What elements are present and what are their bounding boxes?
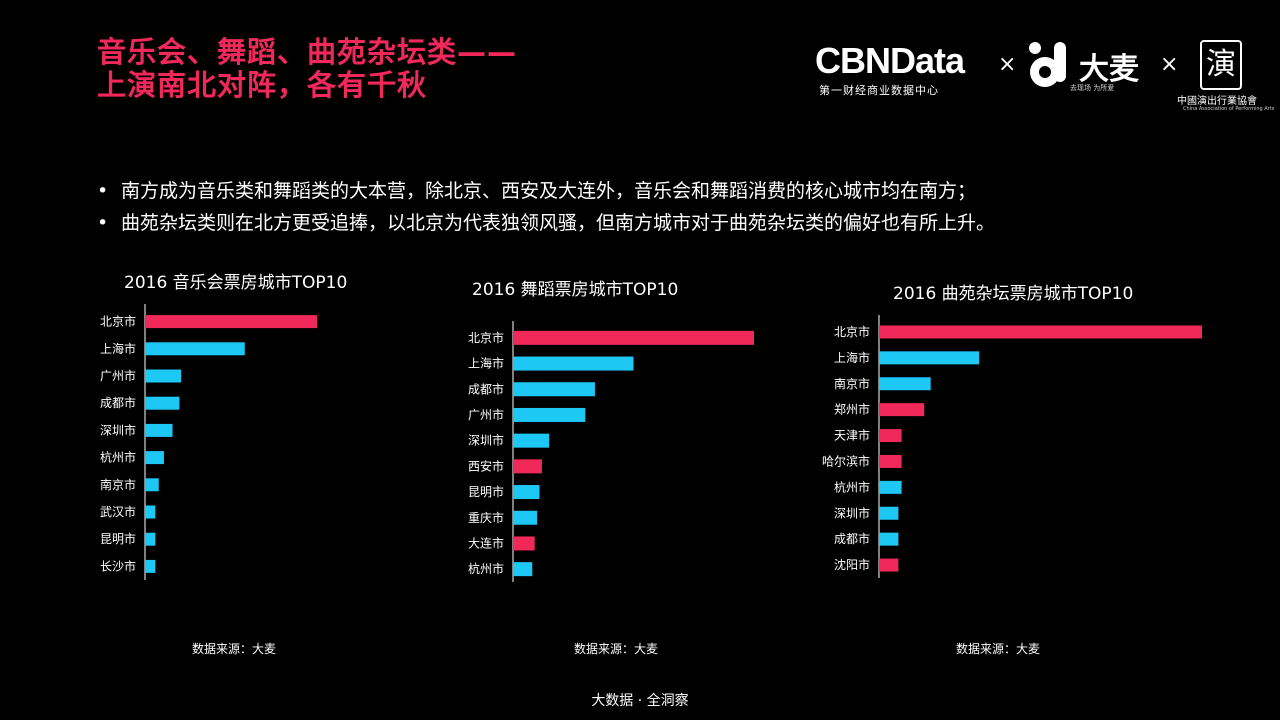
- bullet-item: • 南方成为音乐类和舞蹈类的大本营，除北京、西安及大连外，音乐会和舞蹈消费的核心城…: [97, 175, 995, 207]
- bar: [145, 478, 159, 492]
- bar: [513, 485, 540, 500]
- bullet-marker: •: [97, 212, 109, 234]
- bar: [513, 459, 542, 474]
- category-label: 昆明市: [468, 484, 504, 499]
- bar: [513, 510, 538, 525]
- chart-source: 数据来源：大麦: [192, 642, 277, 656]
- times-icon: ×: [998, 52, 1017, 77]
- footer-text: 大数据 · 全洞察: [591, 693, 689, 709]
- category-label: 北京市: [100, 314, 136, 329]
- category-label: 长沙市: [100, 558, 136, 573]
- category-label: 杭州市: [100, 450, 136, 465]
- category-label: 南京市: [100, 477, 136, 492]
- bar: [145, 396, 180, 410]
- category-label: 广州市: [468, 407, 504, 422]
- category-label: 杭州市: [468, 561, 504, 576]
- bar: [513, 536, 535, 551]
- bar: [513, 433, 550, 448]
- partner-logos: CBNData 第一财经商业数据中心 × 大麦 去现场 为所爱 × 演 中國演出…: [815, 40, 1275, 115]
- chart-quyi: 2016 曲苑杂坛票房城市TOP10 北京市上海市南京市郑州市天津市哈尔滨市杭州…: [822, 279, 1225, 589]
- page-title: 音乐会、舞蹈、曲苑杂坛类—— 上演南北对阵，各有千秋: [97, 36, 517, 102]
- chart-source: 数据来源：大麦: [956, 642, 1041, 656]
- category-label: 昆明市: [100, 531, 136, 546]
- bar: [513, 407, 586, 422]
- bar: [879, 403, 925, 417]
- bar: [879, 506, 899, 520]
- bar: [879, 558, 899, 572]
- bar: [513, 562, 533, 577]
- bar: [879, 480, 902, 494]
- association-name-en: China Association of Performing Arts: [1183, 106, 1275, 112]
- category-label: 成都市: [468, 381, 504, 396]
- bar: [513, 382, 595, 397]
- bar: [879, 377, 931, 391]
- bar: [879, 454, 902, 468]
- damai-tagline: 去现场 为所爱: [1070, 84, 1115, 92]
- chart-title: 2016 曲苑杂坛票房城市TOP10: [893, 284, 1134, 304]
- category-label: 深圳市: [468, 433, 504, 448]
- damai-logo-text: 大麦: [1079, 52, 1139, 87]
- chart-dance: 2016 舞蹈票房城市TOP10 北京市上海市成都市广州市深圳市西安市昆明市重庆…: [460, 275, 780, 595]
- bar: [145, 451, 164, 465]
- category-label: 杭州市: [834, 479, 870, 494]
- page-title-line1: 音乐会、舞蹈、曲苑杂坛类——: [97, 35, 518, 69]
- category-label: 深圳市: [100, 422, 136, 437]
- bar: [145, 369, 182, 383]
- bar: [145, 559, 156, 573]
- category-label: 成都市: [834, 531, 870, 546]
- category-label: 大连市: [468, 535, 504, 550]
- category-label: 沈阳市: [834, 557, 870, 572]
- bar: [879, 351, 980, 365]
- category-label: 西安市: [468, 458, 504, 473]
- category-label: 重庆市: [468, 510, 504, 525]
- damai-logo-icon: [1029, 42, 1066, 87]
- bar: [513, 356, 634, 371]
- category-label: 北京市: [834, 324, 870, 339]
- category-label: 武汉市: [100, 504, 136, 519]
- bar: [879, 429, 902, 443]
- bullet-item: • 曲苑杂坛类则在北方更受追捧，以北京为代表独领风骚，但南方城市对于曲苑杂坛类的偏…: [97, 207, 995, 239]
- category-label: 哈尔滨市: [822, 453, 870, 468]
- bar: [145, 505, 156, 519]
- category-label: 天津市: [834, 428, 870, 443]
- page-title-line2: 上演南北对阵，各有千秋: [97, 68, 428, 102]
- bullet-list: • 南方成为音乐类和舞蹈类的大本营，除北京、西安及大连外，音乐会和舞蹈消费的核心城…: [97, 175, 995, 239]
- bar: [145, 532, 156, 546]
- category-label: 深圳市: [834, 505, 870, 520]
- bullet-text: 曲苑杂坛类则在北方更受追捧，以北京为代表独领风骚，但南方城市对于曲苑杂坛类的偏好…: [121, 212, 996, 234]
- bar: [879, 532, 899, 546]
- category-label: 南京市: [834, 376, 870, 391]
- category-label: 上海市: [468, 356, 504, 371]
- association-seal-icon: 演: [1200, 40, 1242, 90]
- times-icon: ×: [1160, 52, 1179, 77]
- category-label: 北京市: [468, 330, 504, 345]
- category-label: 上海市: [834, 350, 870, 365]
- bar: [145, 342, 245, 356]
- cbndata-logo: CBNData: [815, 40, 965, 81]
- chart-concert: 2016 音乐会票房城市TOP10 北京市上海市广州市成都市深圳市杭州市南京市武…: [90, 268, 390, 588]
- cbndata-tagline: 第一财经商业数据中心: [819, 84, 939, 97]
- bar: [145, 423, 173, 437]
- bar: [513, 330, 754, 345]
- chart-title: 2016 舞蹈票房城市TOP10: [472, 280, 679, 300]
- category-label: 郑州市: [834, 402, 870, 417]
- bullet-text: 南方成为音乐类和舞蹈类的大本营，除北京、西安及大连外，音乐会和舞蹈消费的核心城市…: [121, 180, 977, 202]
- bullet-marker: •: [97, 180, 109, 202]
- chart-title: 2016 音乐会票房城市TOP10: [124, 273, 348, 293]
- category-label: 广州市: [100, 368, 136, 383]
- bar: [879, 325, 1202, 339]
- association-name: 中國演出行業協會: [1177, 96, 1257, 107]
- category-label: 上海市: [100, 341, 136, 356]
- bar: [145, 315, 317, 329]
- category-label: 成都市: [100, 395, 136, 410]
- chart-source: 数据来源：大麦: [574, 642, 659, 656]
